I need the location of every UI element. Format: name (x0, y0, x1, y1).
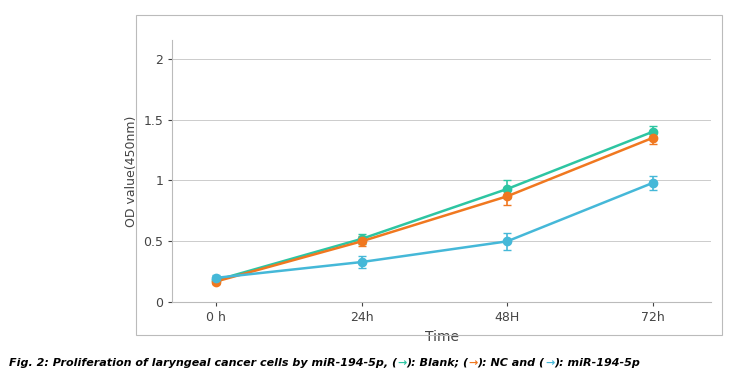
Text: →: → (545, 358, 554, 368)
Text: →: → (468, 358, 478, 368)
Text: ): Blank; (: ): Blank; ( (406, 358, 468, 368)
Text: Fig. 2: Proliferation of laryngeal cancer cells by miR-194-5p, (: Fig. 2: Proliferation of laryngeal cance… (9, 358, 397, 368)
Text: ): NC and (: ): NC and ( (478, 358, 545, 368)
Text: →: → (397, 358, 406, 368)
X-axis label: Time: Time (424, 330, 459, 344)
Y-axis label: OD value(450nm): OD value(450nm) (125, 116, 138, 227)
Text: ): miR-194-5p: ): miR-194-5p (554, 358, 640, 368)
